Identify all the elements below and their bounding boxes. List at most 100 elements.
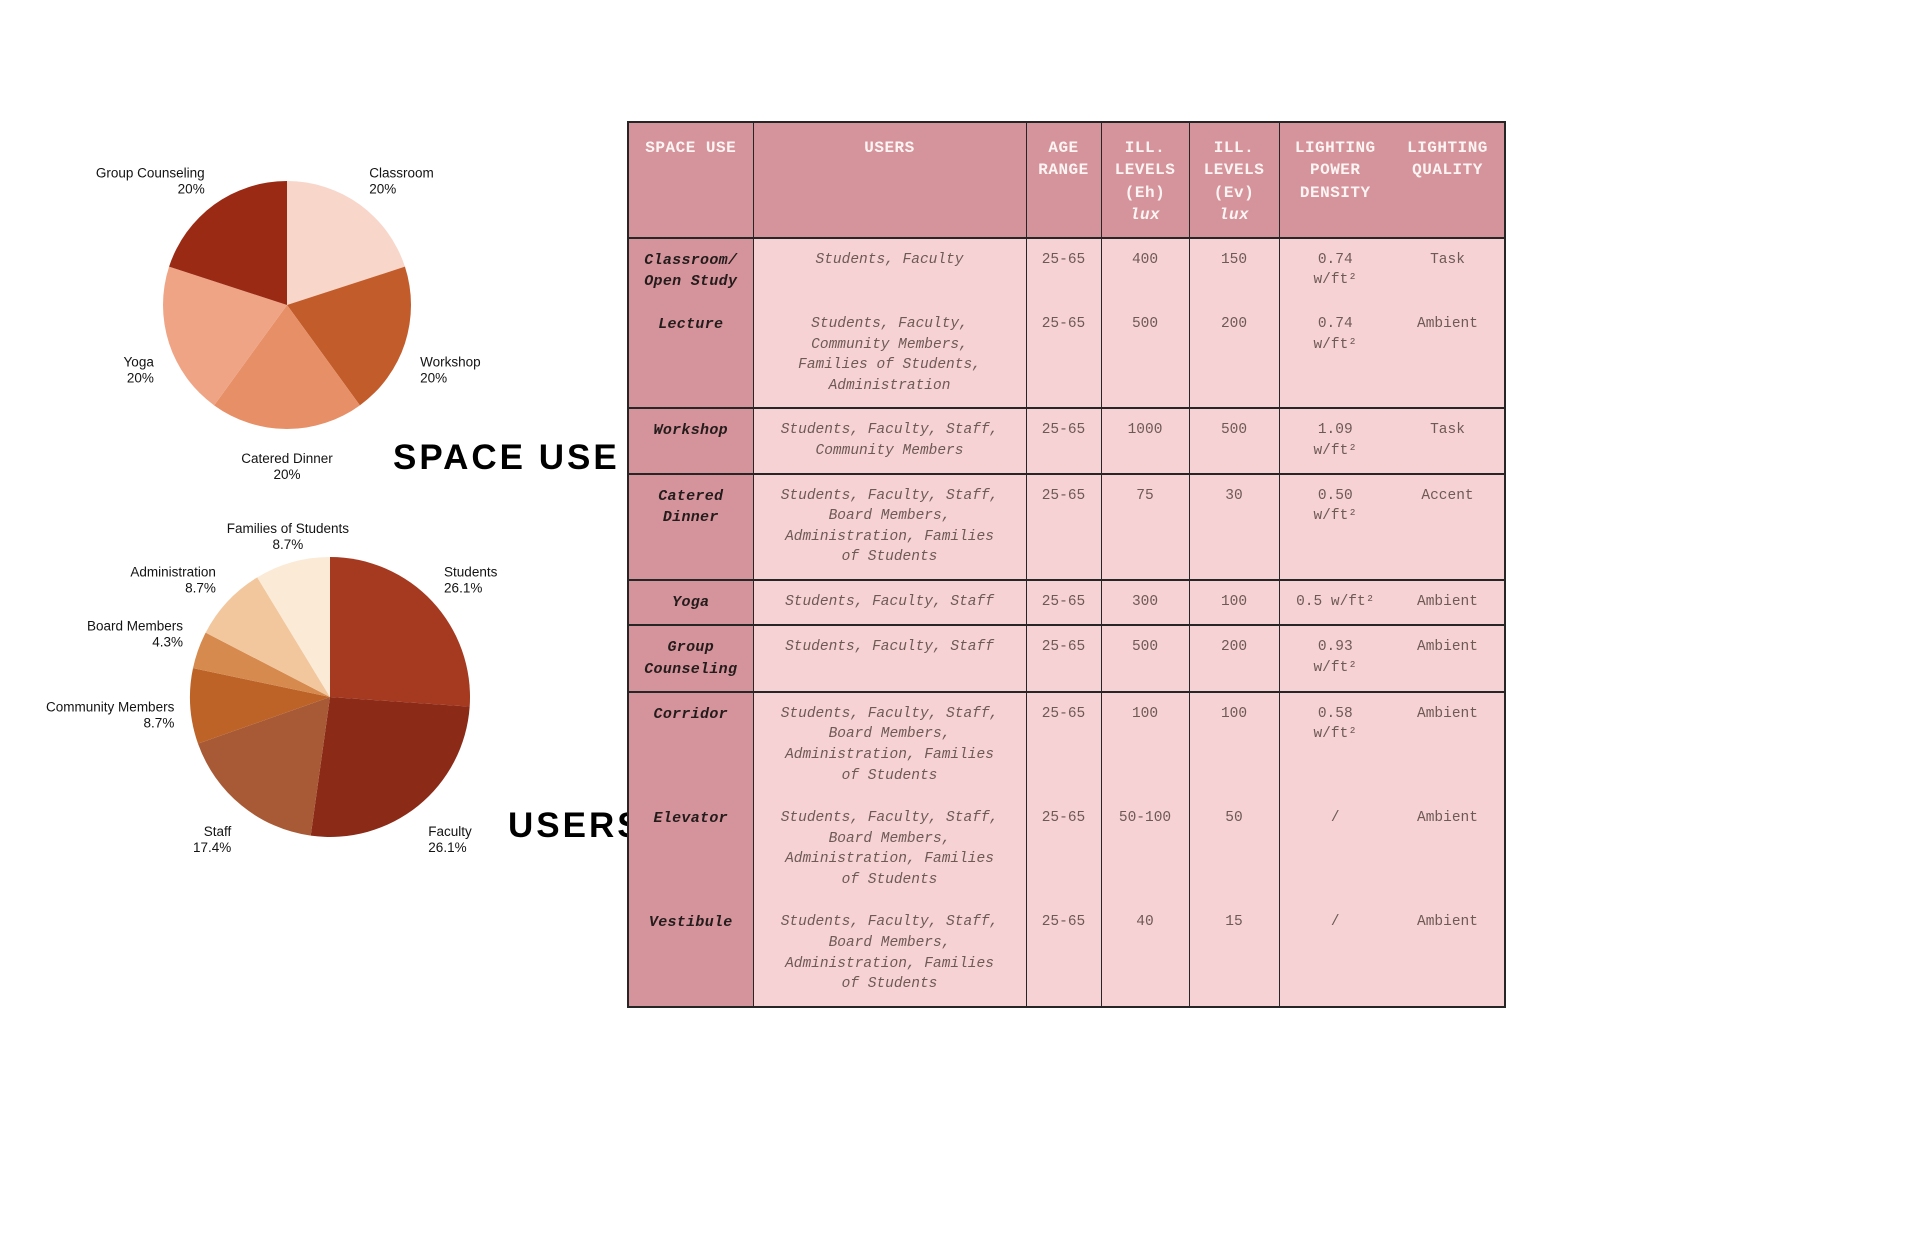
cell-lighting-quality: Ambient: [1417, 705, 1478, 722]
pie-slice-faculty: [310, 697, 470, 837]
cell-ill-eh: 100: [1100, 691, 1189, 798]
table-row-group-counseling: Group Counseling Students, Faculty, Staf…: [628, 625, 1505, 693]
table-row-corridor: Corridor Students, Faculty, Staff, Board…: [628, 691, 1505, 798]
cell-lighting-quality: Ambient: [1391, 901, 1505, 1008]
pie-label-staff: Staff 17.4%: [193, 824, 232, 855]
pie-slice-administration: [205, 577, 330, 697]
pie-label-classroom: Classroom 20%: [369, 166, 434, 197]
cell-users: Students, Faculty, Community Members, Fa…: [752, 303, 1026, 410]
cell-space-use: Catered Dinner: [628, 473, 753, 581]
table-row-elevator: Elevator Students, Faculty, Staff, Board…: [628, 797, 1505, 902]
header-label: AGE RANGE: [1038, 139, 1089, 180]
cell-space-use: Corridor: [628, 691, 753, 798]
pie-label-board-members: Board Members 4.3%: [87, 619, 183, 650]
pie-slice-classroom: [287, 181, 405, 305]
cell-ill-ev: 500: [1188, 408, 1279, 475]
cell-ill-eh: 500: [1100, 303, 1189, 410]
cell-ill-eh: 300: [1100, 579, 1189, 627]
pie-label-yoga: Yoga 20%: [124, 354, 155, 385]
cell-ill-ev: 200: [1188, 303, 1279, 410]
pie-slice-board-members: [193, 632, 330, 697]
cell-users: Students, Faculty, Staff: [752, 625, 1026, 693]
cell-ill-ev: 30: [1188, 473, 1279, 581]
cell-lighting-quality: Ambient: [1391, 625, 1505, 693]
table-header-row: SPACE USE USERS AGE RANGE ILL. LEVELS (E…: [628, 122, 1505, 239]
cell-lighting-quality: Task: [1391, 408, 1505, 475]
users-pie-chart: Students 26.1% Faculty 26.1% Staff 17.4% Commu…: [46, 521, 498, 855]
pie-slice-yoga: [162, 266, 287, 406]
cell-lighting-power-density: 0.74 w/ft²: [1278, 303, 1391, 410]
header-sub-label: lux: [1129, 206, 1161, 225]
space-use-pie-chart: Classroom 20% Workshop 20% Catered Dinner 20%…: [96, 166, 481, 482]
cell-lighting-quality: Ambient: [1417, 810, 1478, 827]
cell-lighting-power-density: 0.5 w/ft²: [1278, 579, 1391, 627]
cell-lighting-quality: Ambient: [1391, 303, 1505, 410]
cell-users: Students, Faculty, Staff, Community Memb…: [752, 408, 1026, 475]
table-row-yoga: Yoga Students, Faculty, Staff 25-65 300 …: [628, 579, 1505, 627]
cell-ill-eh: 40: [1100, 901, 1189, 1008]
header-label: ILL. LEVELS (Ev): [1203, 139, 1265, 202]
header-label: LIGHTING POWER DENSITY: [1294, 139, 1376, 202]
header-label: ILL. LEVELS (Eh): [1114, 139, 1176, 202]
pie-slice-students: [330, 557, 471, 707]
pie-slice-families-of-students: [257, 557, 330, 697]
pie-label-administration: Administration 8.7%: [130, 565, 216, 596]
table-row-lecture: Lecture Students, Faculty, Community Mem…: [628, 303, 1505, 410]
cell-lighting-quality: Accent: [1391, 473, 1505, 581]
pie-slice-staff: [197, 697, 330, 836]
pie-slice-workshop: [287, 266, 412, 406]
cell-users: Students, Faculty, Staff: [752, 579, 1026, 627]
table-row-catered-dinner: Catered Dinner Students, Faculty, Staff,…: [628, 473, 1505, 581]
cell-age-range: 25-65: [1025, 473, 1101, 581]
pie-label-group-counseling: Group Counseling 20%: [96, 166, 205, 197]
table-row-classroom-open-study: Classroom/ Open Study Students, Faculty …: [628, 237, 1505, 304]
cell-lighting-quality: Task: [1430, 251, 1465, 268]
pie-slice-group-counseling: [169, 181, 287, 305]
cell-age-range: 25-65: [1025, 625, 1101, 693]
pie-label-community-members: Community Members 8.7%: [46, 699, 175, 730]
col-header-ill-eh: ILL. LEVELS (Eh) lux: [1100, 122, 1189, 239]
cell-age-range: 25-65: [1025, 901, 1101, 1008]
header-label: LIGHTING QUALITY: [1407, 139, 1488, 180]
cell-ill-eh: 75: [1100, 473, 1189, 581]
cell-age-range: 25-65: [1025, 579, 1101, 627]
cell-age-range: 25-65: [1025, 237, 1101, 304]
users-chart-title: USERS: [508, 806, 644, 845]
lighting-table-container: SPACE USE USERS AGE RANGE ILL. LEVELS (E…: [627, 121, 1506, 1008]
col-header-age-range: AGE RANGE: [1025, 122, 1101, 239]
cell-users: Students, Faculty, Staff, Board Members,…: [752, 901, 1026, 1008]
cell-ill-eh: 500: [1100, 625, 1189, 693]
cell-space-use: Vestibule: [628, 901, 753, 1008]
col-header-lighting-quality: LIGHTING QUALITY: [1391, 122, 1505, 239]
col-header-users: USERS: [752, 122, 1026, 239]
cell-space-use: Classroom/ Open Study: [628, 237, 753, 304]
cell-users: Students, Faculty, Staff, Board Members,…: [752, 473, 1026, 581]
table-row-workshop: Workshop Students, Faculty, Staff, Commu…: [628, 408, 1505, 475]
cell-space-use: Lecture: [628, 303, 753, 410]
cell-ill-ev: 50: [1188, 797, 1279, 902]
cell-ill-eh: 1000: [1100, 408, 1189, 475]
cell-ill-eh: 50-100: [1100, 797, 1189, 902]
cell-ill-ev: 100: [1188, 691, 1279, 798]
cell-lighting-power-density: 0.74 w/ft²: [1278, 237, 1391, 304]
pie-label-workshop: Workshop 20%: [420, 354, 481, 385]
cell-lighting-power-density: 0.58 w/ft²: [1278, 691, 1391, 798]
cell-ill-ev: 100: [1188, 579, 1279, 627]
col-header-ill-ev: ILL. LEVELS (Ev) lux: [1188, 122, 1279, 239]
cell-users: Students, Faculty, Staff, Board Members,…: [752, 691, 1026, 798]
header-label: SPACE USE: [645, 139, 737, 157]
header-label: USERS: [864, 139, 915, 157]
cell-age-range: 25-65: [1025, 797, 1101, 902]
cell-age-range: 25-65: [1025, 691, 1101, 798]
pie-slice-community-members: [190, 668, 330, 744]
cell-age-range: 25-65: [1025, 408, 1101, 475]
pie-label-families-of-students: Families of Students 8.7%: [227, 521, 350, 552]
cell-lighting-power-density: /: [1278, 901, 1391, 1008]
header-sub-label: lux: [1218, 206, 1250, 225]
lighting-table: SPACE USE USERS AGE RANGE ILL. LEVELS (E…: [627, 121, 1506, 1008]
cell-ill-ev: 15: [1188, 901, 1279, 1008]
cell-space-use: Group Counseling: [628, 625, 753, 693]
pie-label-faculty: Faculty 26.1%: [428, 824, 472, 855]
space-use-chart-title: SPACE USE: [393, 438, 620, 477]
col-header-lighting-power-density: LIGHTING POWER DENSITY: [1278, 122, 1391, 239]
